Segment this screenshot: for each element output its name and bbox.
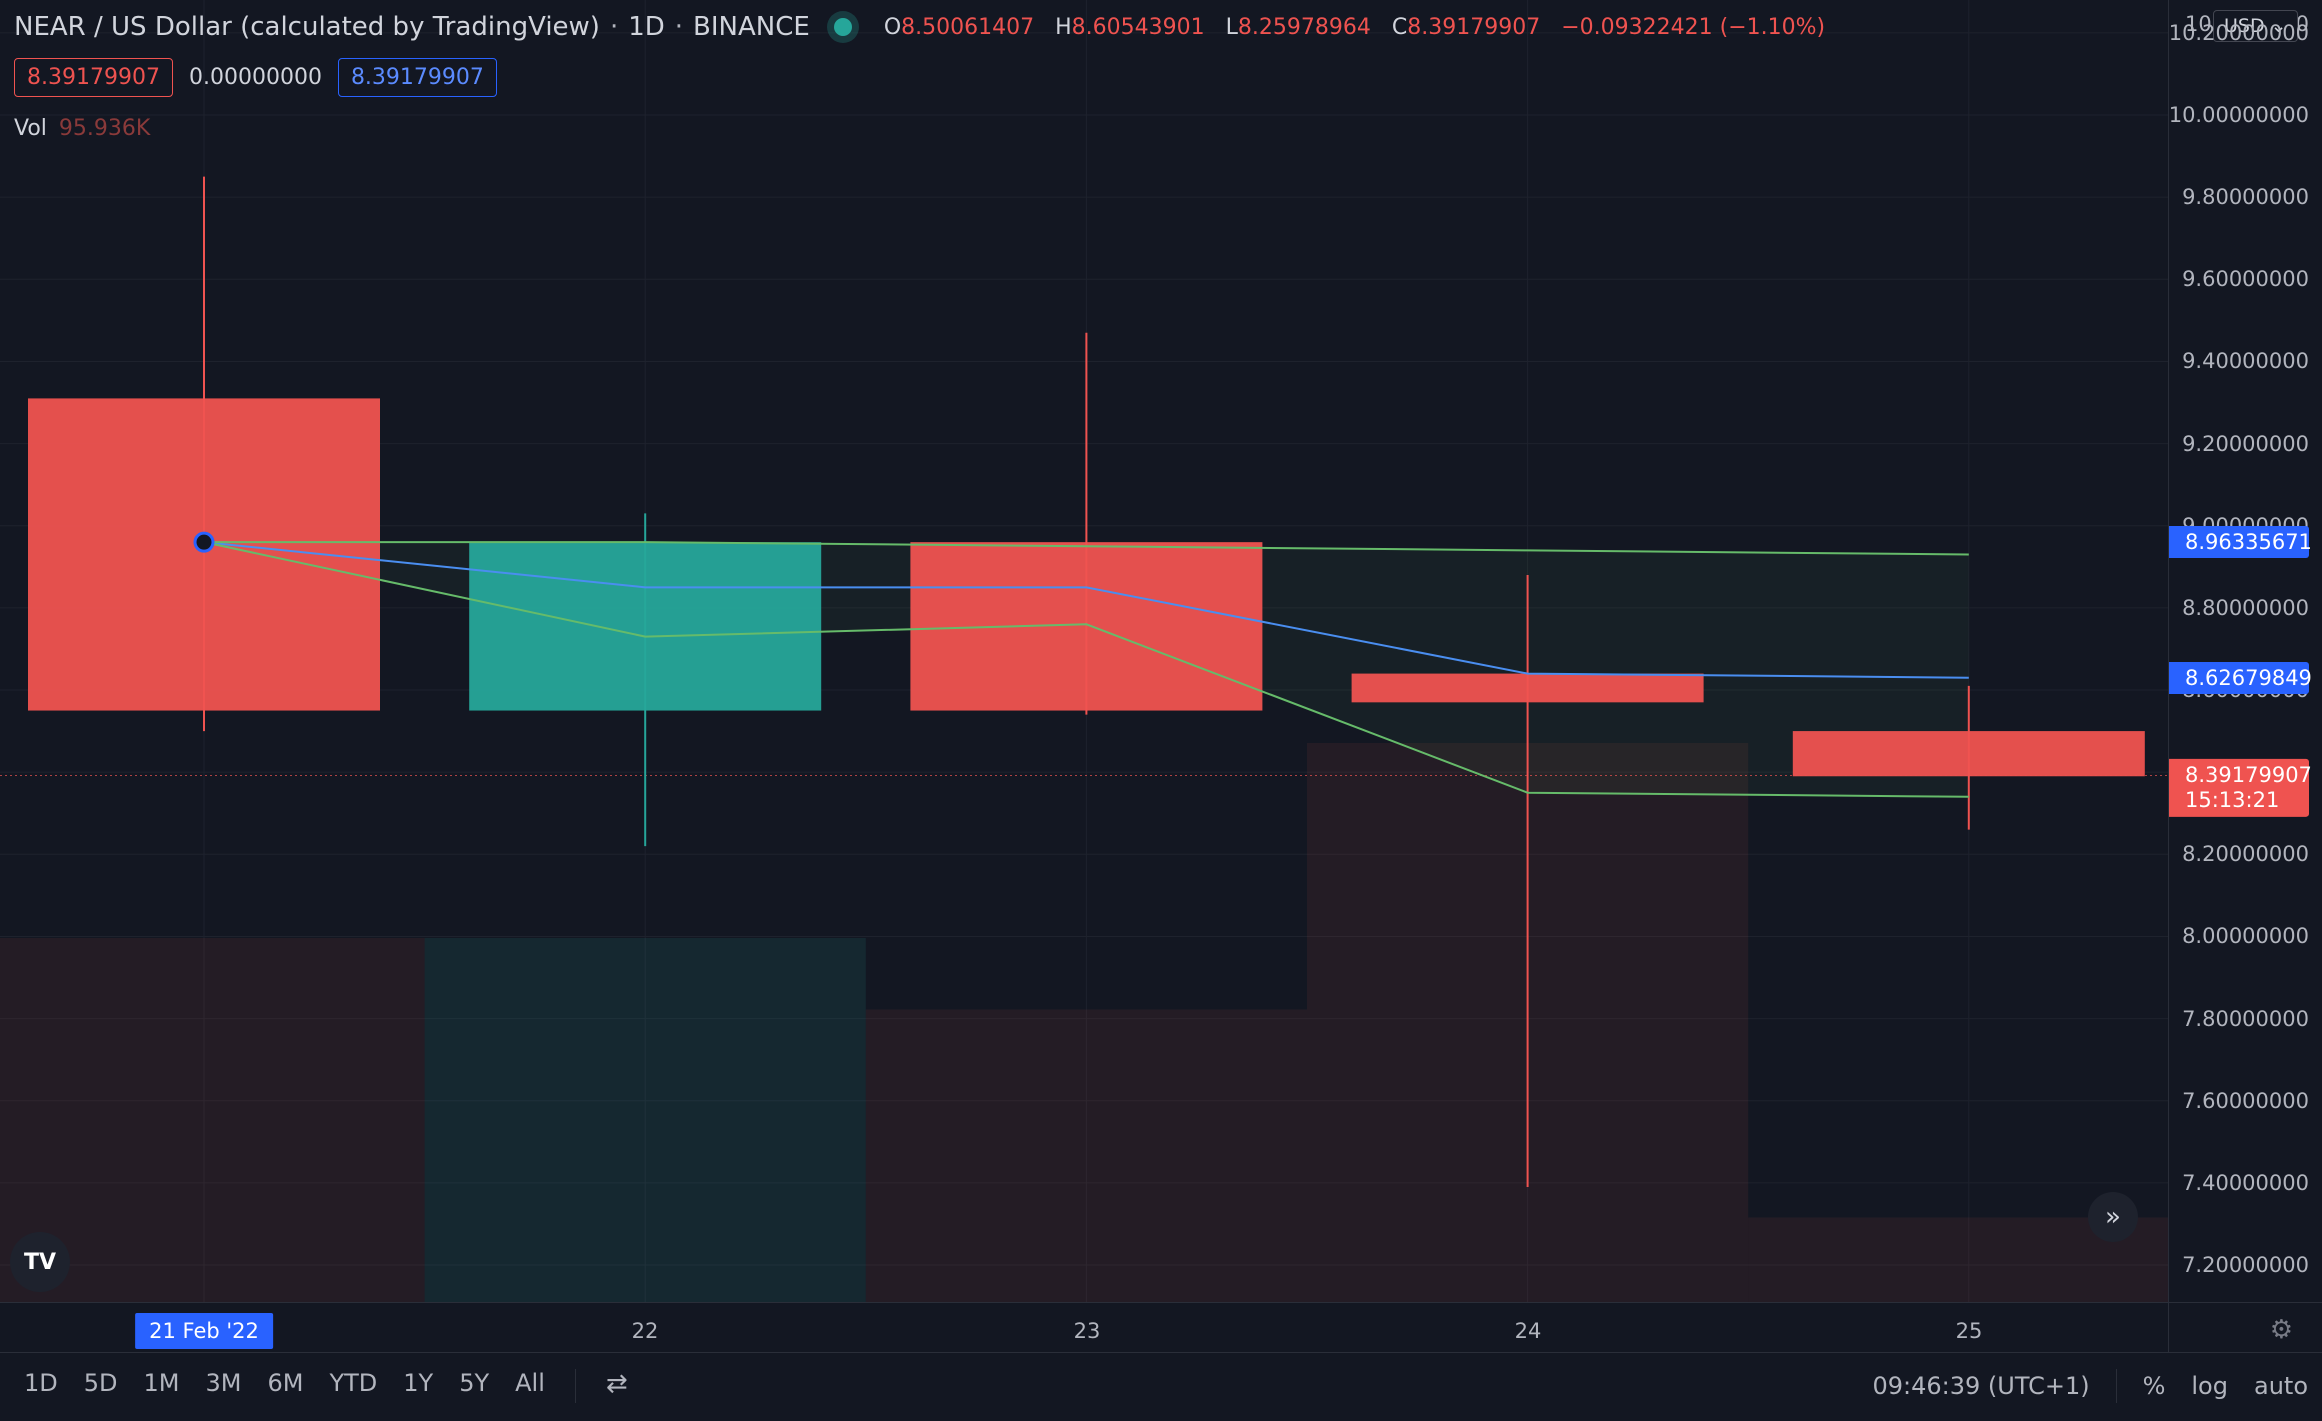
price-tick-3: 9.60000000 — [2182, 267, 2309, 292]
time-label-3: 24 — [1514, 1319, 1542, 1343]
spread-value: 0.00000000 — [188, 65, 322, 90]
volume-bar-1 — [424, 938, 866, 1302]
last-price-label: 8.39179907 15:13:21 — [2169, 758, 2312, 817]
high-value: 8.60543901 — [1071, 14, 1205, 40]
range-divider — [574, 1369, 576, 1403]
line-value-label-1: 8.96335671 — [2169, 526, 2312, 559]
anchor-point-marker — [193, 531, 215, 553]
auto-scale-toggle[interactable]: auto — [2253, 1372, 2308, 1400]
range-1m[interactable]: 1M — [143, 1369, 180, 1397]
bottom-divider — [2115, 1369, 2117, 1403]
symbol-title[interactable]: NEAR / US Dollar (calculated by TradingV… — [14, 12, 600, 42]
last-price-value: 8.39179907 — [2185, 762, 2312, 787]
scale-settings-corner: ⚙ — [2168, 1302, 2322, 1353]
volume-legend[interactable]: Vol 95.936K — [14, 116, 150, 141]
time-label-1: 22 — [631, 1319, 659, 1343]
bottom-toolbar: 1D 5D 1M 3M 6M YTD 1Y 5Y All ⇄ 09:46:39 … — [0, 1352, 2322, 1421]
volume-bar-2 — [865, 1009, 1307, 1302]
exchange-label[interactable]: BINANCE — [693, 12, 810, 42]
tradingview-logo-icon[interactable]: TV — [10, 1232, 70, 1292]
price-tick-partial: 10. — [2185, 12, 2219, 36]
price-scale[interactable]: 10. )00 USD ⌄ 10.2000000010.000000009.80… — [2168, 0, 2322, 1302]
indicator-line-0 — [203, 541, 1969, 679]
sell-price-button[interactable]: 8.39179907 — [14, 58, 173, 97]
price-tick-11: 8.00000000 — [2182, 924, 2309, 949]
volume-label: Vol — [14, 116, 47, 141]
price-tick-4: 9.40000000 — [2182, 349, 2309, 374]
bottom-right-controls: 09:46:39 (UTC+1) % log auto — [1872, 1369, 2308, 1403]
volume-bar-0 — [0, 938, 425, 1302]
price-tick-2: 9.80000000 — [2182, 185, 2309, 210]
range-ytd[interactable]: YTD — [329, 1369, 378, 1397]
log-scale-toggle[interactable]: log — [2191, 1372, 2228, 1400]
symbol-legend: NEAR / US Dollar (calculated by TradingV… — [14, 12, 1839, 42]
close-value: 8.39179907 — [1407, 14, 1541, 40]
market-status-icon[interactable] — [833, 18, 852, 36]
volume-value: 95.936K — [58, 116, 151, 141]
indicator-line-2 — [203, 541, 1969, 798]
line-value-label-2: 8.62679849 — [2169, 661, 2312, 694]
time-scale[interactable]: 21 Feb '22 22 23 24 25 — [0, 1302, 2168, 1353]
trade-boxes: 8.39179907 0.00000000 8.39179907 — [14, 58, 497, 97]
legend-sep-2: · — [674, 12, 684, 42]
bar-countdown-timer: 15:13:21 — [2185, 787, 2280, 812]
indicator-line-1 — [204, 541, 1969, 556]
price-chart-svg[interactable] — [0, 0, 2168, 1302]
currency-select[interactable]: USD ⌄ — [2213, 10, 2298, 42]
range-1d[interactable]: 1D — [24, 1369, 58, 1397]
time-label-2: 23 — [1073, 1319, 1101, 1343]
price-tick-10: 8.20000000 — [2182, 842, 2309, 867]
compare-icon[interactable]: ⇄ — [605, 1369, 628, 1399]
time-label-4: 25 — [1955, 1319, 1983, 1343]
range-5y[interactable]: 5Y — [459, 1369, 490, 1397]
price-tick-12: 7.80000000 — [2182, 1006, 2309, 1031]
gear-icon[interactable]: ⚙ — [2269, 1315, 2293, 1345]
candle-body-2 — [910, 542, 1263, 711]
legend-sep-1: · — [609, 12, 619, 42]
time-label-0: 21 Feb '22 — [135, 1313, 273, 1349]
price-tick-5: 9.20000000 — [2182, 431, 2309, 456]
price-tick-14: 7.40000000 — [2182, 1170, 2309, 1195]
change-value: −0.09322421 (−1.10%) — [1561, 14, 1826, 40]
low-key: L — [1225, 14, 1238, 40]
price-tick-1: 10.00000000 — [2168, 103, 2309, 127]
candle-body-3 — [1351, 673, 1704, 703]
range-6m[interactable]: 6M — [267, 1369, 304, 1397]
candle-body-1 — [469, 542, 822, 711]
range-3m[interactable]: 3M — [205, 1369, 242, 1397]
clock-timezone[interactable]: 09:46:39 (UTC+1) — [1872, 1372, 2090, 1400]
price-tick-13: 7.60000000 — [2182, 1088, 2309, 1113]
high-key: H — [1055, 14, 1072, 40]
buy-price-button[interactable]: 8.39179907 — [337, 58, 497, 97]
interval-label[interactable]: 1D — [628, 12, 665, 42]
range-all[interactable]: All — [515, 1369, 545, 1397]
low-value: 8.25978964 — [1237, 14, 1371, 40]
price-tick-0: 10.20000000 — [2168, 20, 2309, 45]
range-1y[interactable]: 1Y — [403, 1369, 434, 1397]
range-selector: 1D 5D 1M 3M 6M YTD 1Y 5Y All ⇄ — [24, 1369, 628, 1403]
price-tick-15: 7.20000000 — [2182, 1253, 2309, 1278]
candle-body-4 — [1792, 731, 2145, 777]
chart-pane[interactable]: NEAR / US Dollar (calculated by TradingV… — [0, 0, 2168, 1302]
price-tick-7: 8.80000000 — [2182, 595, 2309, 620]
range-5d[interactable]: 5D — [83, 1369, 118, 1397]
close-key: C — [1391, 14, 1408, 40]
open-value: 8.50061407 — [901, 14, 1035, 40]
open-key: O — [883, 14, 902, 40]
ohlc-values: O8.50061407 H8.60543901 L8.25978964 C8.3… — [884, 15, 1839, 40]
percent-scale-toggle[interactable]: % — [2142, 1372, 2166, 1400]
double-chevron-right-icon[interactable]: » — [2088, 1192, 2138, 1242]
